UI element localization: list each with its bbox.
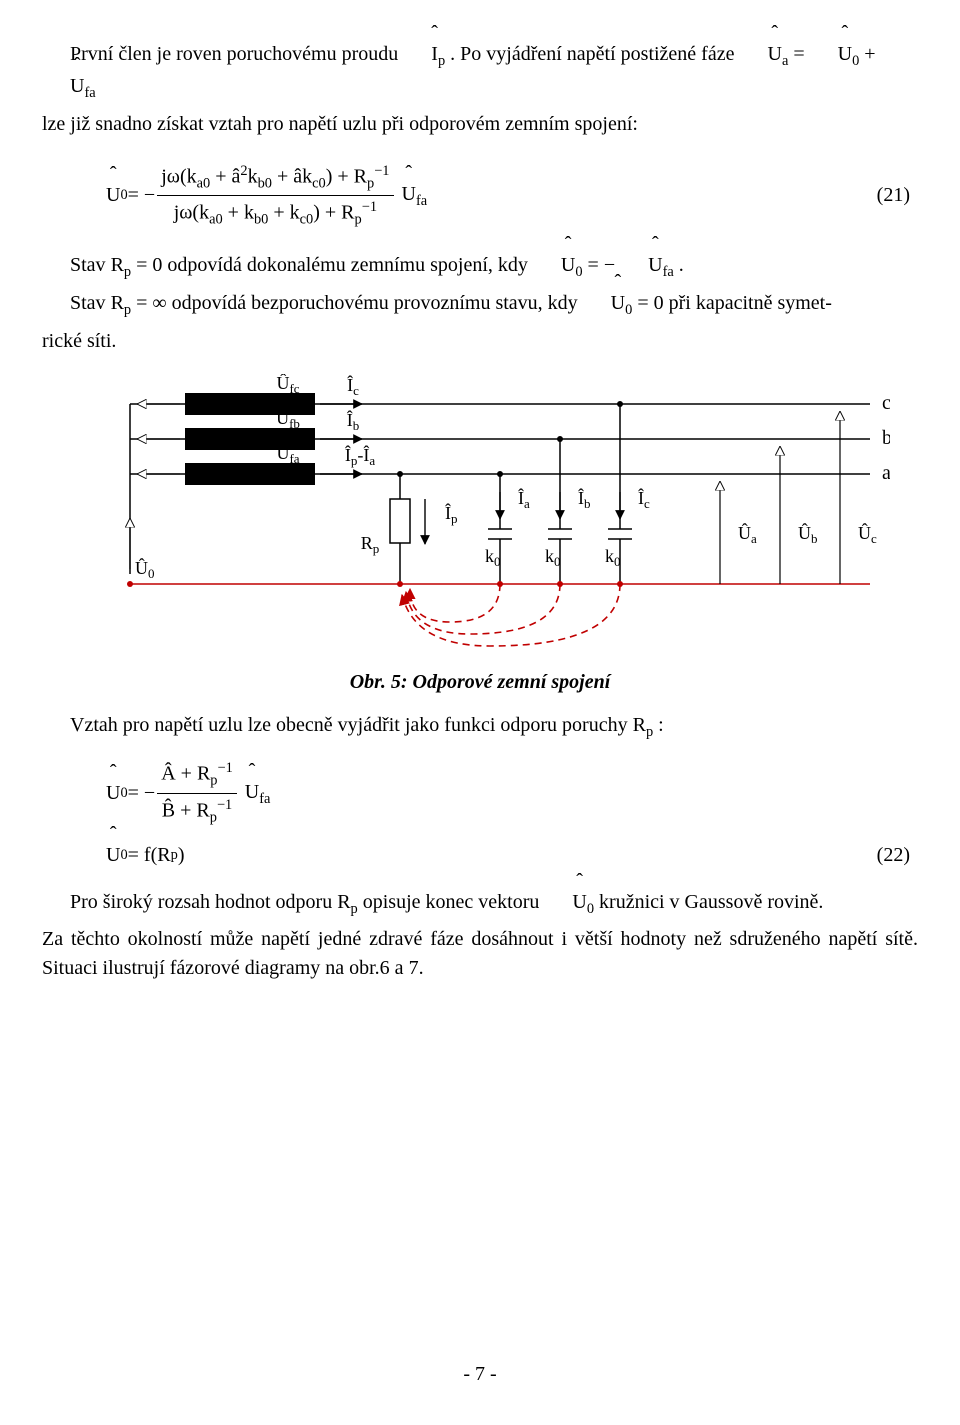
figure-caption: Obr. 5: Odporové zemní spojení bbox=[42, 668, 918, 697]
svg-text:Ûb: Ûb bbox=[798, 522, 818, 546]
svg-text:Îc: Îc bbox=[638, 487, 650, 511]
svg-text:Ûc: Ûc bbox=[858, 522, 877, 546]
equation-number: (22) bbox=[840, 841, 918, 870]
text: = − bbox=[128, 181, 156, 210]
svg-text:Îa: Îa bbox=[518, 487, 530, 511]
symbol-R: R bbox=[111, 254, 124, 276]
equation-21: U0 = − jω(ka0 + â2kb0 + âkc0) + Rp−1 jω(… bbox=[42, 161, 918, 231]
symbol-R: R bbox=[633, 714, 646, 736]
sub: 0 bbox=[120, 185, 127, 206]
numerator: jω(ka0 + â2kb0 + âkc0) + Rp−1 bbox=[157, 161, 393, 195]
paragraph-4b: rické síti. bbox=[42, 327, 918, 356]
svg-text:Ûa: Ûa bbox=[738, 522, 757, 546]
svg-text:k0: k0 bbox=[545, 546, 561, 569]
svg-text:k0: k0 bbox=[485, 546, 501, 569]
paragraph-3: Stav Rp = 0 odpovídá dokonalému zemnímu … bbox=[42, 251, 918, 283]
paragraph-6: Pro široký rozsah hodnot odporu Rp opisu… bbox=[42, 888, 918, 920]
svg-text:Rp: Rp bbox=[361, 533, 380, 556]
eq-lhs: U bbox=[106, 181, 120, 210]
svg-text:a: a bbox=[882, 462, 890, 484]
page-number: - 7 - bbox=[0, 1360, 960, 1389]
text: . Po vyjádření napětí postižené fáze bbox=[450, 43, 739, 65]
svg-text:Ûfc: Ûfc bbox=[276, 374, 299, 396]
eq-rhs: Ufa bbox=[402, 180, 428, 212]
symbol-U-hat: U bbox=[739, 40, 781, 69]
symbol-R: R bbox=[337, 891, 350, 913]
paragraph-7: Za těchto okolností může napětí jedné zd… bbox=[42, 925, 918, 983]
svg-text:Îp: Îp bbox=[445, 502, 458, 526]
svg-text:b: b bbox=[882, 427, 890, 449]
symbol-R: R bbox=[111, 292, 124, 314]
text: + bbox=[864, 43, 875, 65]
symbol-I-hat: I bbox=[403, 40, 438, 69]
fraction: Â + Rp−1 B̂ + Rp−1 bbox=[157, 758, 237, 828]
sub: a bbox=[782, 53, 788, 69]
text: = bbox=[793, 43, 809, 65]
paragraph-4: Stav Rp = ∞ odpovídá bezporuchovému prov… bbox=[42, 289, 918, 321]
paragraph-2: lze již snadno získat vztah pro napětí u… bbox=[42, 110, 918, 139]
denominator: jω(ka0 + kb0 + kc0) + Rp−1 bbox=[170, 197, 381, 231]
svg-text:Îp-Îa: Îp-Îa bbox=[345, 444, 376, 468]
symbol-U-hat: U bbox=[42, 72, 84, 101]
svg-text:k0: k0 bbox=[605, 546, 621, 569]
sub: p bbox=[438, 53, 445, 69]
equation-number: (21) bbox=[840, 181, 918, 210]
fraction: jω(ka0 + â2kb0 + âkc0) + Rp−1 jω(ka0 + k… bbox=[157, 161, 393, 231]
paragraph-1: První člen je roven poruchovému proudu I… bbox=[42, 40, 918, 104]
paragraph-5: Vztah pro napětí uzlu lze obecně vyjádři… bbox=[42, 711, 918, 743]
sub: 0 bbox=[852, 53, 859, 69]
equation-22a: U0 = − Â + Rp−1 B̂ + Rp−1 Ufa bbox=[42, 758, 918, 828]
page: První člen je roven poruchovému proudu I… bbox=[0, 0, 960, 1425]
symbol-U-hat: U bbox=[810, 40, 852, 69]
equation-22b: U0 = f(Rp) (22) bbox=[42, 841, 918, 870]
sub: fa bbox=[84, 85, 95, 101]
text: První člen je roven poruchovému proudu bbox=[70, 43, 403, 65]
figure-circuit: Ûfc Ûfb Ûfa Îc Îb Îp-Îa Û0 Rp Îp bbox=[70, 374, 890, 654]
svg-text:Îb: Îb bbox=[347, 409, 360, 433]
svg-text:Îc: Îc bbox=[347, 374, 359, 398]
svg-text:c: c bbox=[882, 392, 890, 414]
svg-text:Îb: Îb bbox=[578, 487, 591, 511]
svg-text:Û0: Û0 bbox=[135, 557, 155, 581]
